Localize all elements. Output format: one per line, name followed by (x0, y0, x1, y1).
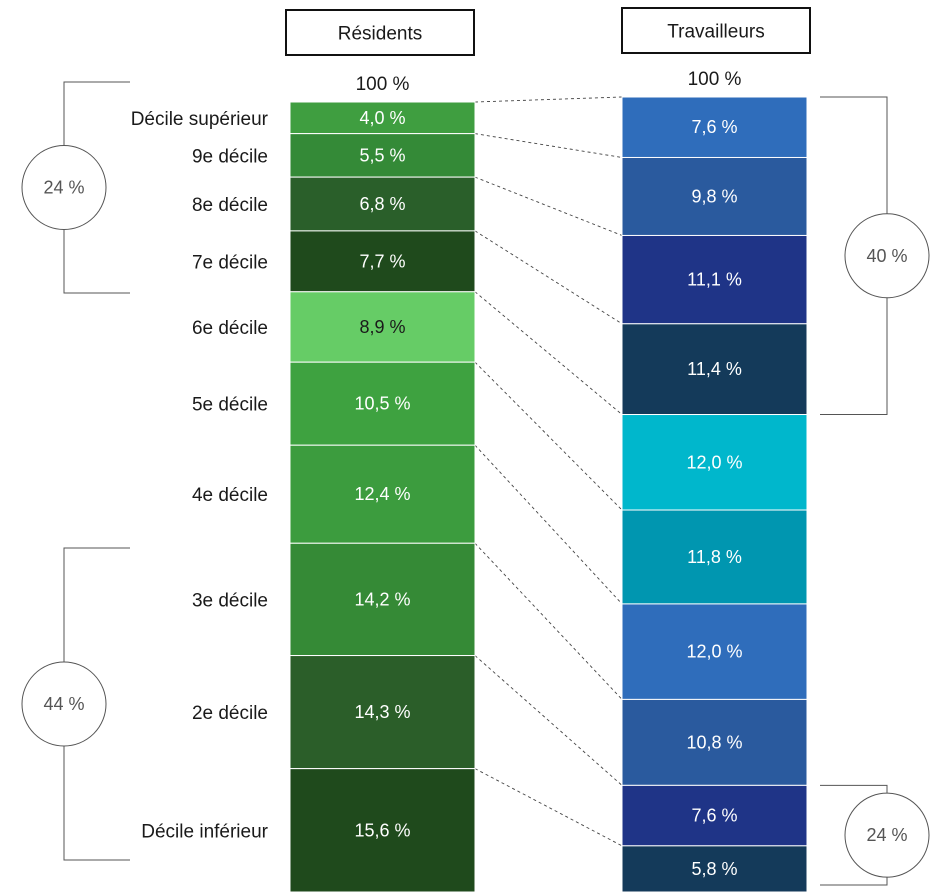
column-total-travailleurs: 100 % (688, 69, 742, 90)
category-label-6e-decile: 6e décile (192, 318, 268, 339)
bracket-line-top-2 (820, 96, 888, 214)
category-label-7e-decile: 7e décile (192, 252, 268, 273)
category-label-5e-decile: 5e décile (192, 395, 268, 416)
bar-segment-residents-2e-decile (289, 655, 476, 770)
data-label-residents-8e-decile: 6,8 % (359, 194, 405, 214)
bracket-line-bottom-2 (820, 297, 888, 416)
connector-line-3 (474, 230, 623, 325)
data-label-travailleurs-5e-decile: 11,8 % (687, 547, 742, 567)
data-label-residents-4e-decile: 12,4 % (354, 484, 410, 504)
data-label-travailleurs-6e-decile: 12,0 % (686, 452, 742, 472)
column-header-box-residents (285, 9, 475, 56)
bar-segment-travailleurs-7e-decile (621, 323, 808, 416)
category-label-decile-inferieur: Décile inférieur (141, 821, 268, 842)
data-label-residents-5e-decile: 10,5 % (354, 394, 410, 414)
bracket-label-3: 24 % (866, 825, 907, 845)
data-label-residents-3e-decile: 14,2 % (354, 589, 410, 609)
category-label-8e-decile: 8e décile (192, 195, 268, 216)
connector-line-6 (474, 444, 623, 605)
category-label-4e-decile: 4e décile (192, 485, 268, 506)
data-label-residents-6e-decile: 8,9 % (359, 317, 405, 337)
bar-segment-residents-decile-inferieur (289, 768, 476, 893)
category-label-decile-superieur: Décile supérieur (131, 109, 269, 130)
data-label-travailleurs-9e-decile: 9,8 % (691, 186, 737, 206)
data-label-travailleurs-7e-decile: 11,4 % (687, 359, 742, 379)
data-label-travailleurs-3e-decile: 10,8 % (686, 732, 742, 752)
connector-line-8 (474, 655, 623, 786)
data-label-residents-7e-decile: 7,7 % (359, 251, 405, 271)
bar-segment-residents-7e-decile (289, 230, 476, 293)
column-header-travailleurs: Travailleurs (667, 22, 765, 43)
bracket-circle-1 (21, 661, 107, 747)
column-header-residents: Résidents (338, 24, 423, 45)
connector-line-4 (474, 291, 623, 415)
bar-segment-travailleurs-5e-decile (621, 509, 808, 605)
bar-segment-residents-4e-decile (289, 444, 476, 544)
data-label-travailleurs-8e-decile: 11,1 % (687, 270, 742, 290)
bracket-label-0: 24 % (43, 178, 84, 198)
bracket-line-top-0 (63, 81, 130, 146)
column-header-box-travailleurs (621, 7, 811, 54)
category-label-3e-decile: 3e décile (192, 590, 268, 611)
bar-segment-travailleurs-3e-decile (621, 698, 808, 786)
bar-segment-travailleurs-2e-decile (621, 784, 808, 847)
connector-line-5 (474, 361, 623, 511)
bracket-line-bottom-3 (820, 877, 888, 886)
bracket-line-top-3 (820, 784, 888, 794)
bracket-circle-2 (844, 213, 930, 299)
bar-segment-travailleurs-8e-decile (621, 234, 808, 325)
bar-segment-residents-decile-superieur (289, 101, 476, 135)
data-label-residents-decile-superieur: 4,0 % (359, 108, 405, 128)
category-label-9e-decile: 9e décile (192, 146, 268, 167)
bracket-circle-3 (844, 792, 930, 878)
category-label-2e-decile: 2e décile (192, 703, 268, 724)
bracket-circle-0 (21, 145, 107, 230)
connector-line-0 (474, 96, 623, 103)
data-label-travailleurs-2e-decile: 7,6 % (691, 806, 737, 826)
data-label-residents-9e-decile: 5,5 % (359, 145, 405, 165)
bar-segment-travailleurs-6e-decile (621, 414, 808, 511)
bar-segment-travailleurs-4e-decile (621, 603, 808, 700)
bracket-line-top-1 (63, 547, 130, 662)
bar-segment-travailleurs-decile-inferieur (621, 845, 808, 893)
connector-line-2 (474, 176, 623, 236)
data-label-residents-decile-inferieur: 15,6 % (354, 820, 410, 840)
connector-line-9 (474, 768, 623, 847)
column-total-residents: 100 % (356, 74, 410, 95)
bar-segment-travailleurs-decile-superieur (621, 96, 808, 158)
connector-line-7 (474, 542, 623, 700)
bar-segment-residents-9e-decile (289, 133, 476, 178)
bracket-label-2: 40 % (866, 246, 907, 266)
data-label-travailleurs-decile-superieur: 7,6 % (691, 117, 737, 137)
connector-line-1 (474, 133, 623, 158)
data-label-travailleurs-decile-inferieur: 5,8 % (691, 859, 737, 879)
bar-segment-residents-8e-decile (289, 176, 476, 232)
bracket-line-bottom-1 (63, 746, 130, 861)
data-label-travailleurs-4e-decile: 12,0 % (686, 642, 742, 662)
bracket-label-1: 44 % (43, 694, 84, 714)
bracket-line-bottom-0 (63, 229, 130, 294)
bar-segment-residents-6e-decile (289, 291, 476, 363)
bar-segment-travailleurs-9e-decile (621, 156, 808, 236)
data-label-residents-2e-decile: 14,3 % (354, 702, 410, 722)
